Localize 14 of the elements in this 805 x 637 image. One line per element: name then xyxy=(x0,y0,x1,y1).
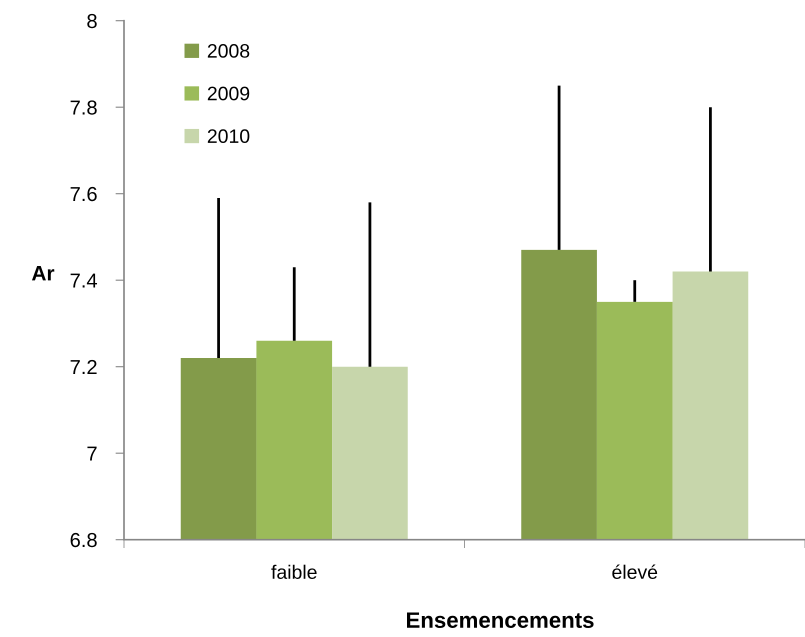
y-tick-label: 7.6 xyxy=(70,186,97,202)
legend-label: 2009 xyxy=(208,86,250,100)
y-tick-label: 7.4 xyxy=(70,274,98,288)
y-tick-label: 6.8 xyxy=(70,532,97,548)
legend-label: 2010 xyxy=(208,129,250,144)
legend-label: 2008 xyxy=(208,44,250,58)
x-tick-label: faible xyxy=(271,564,317,579)
y-axis-title: Ar xyxy=(32,266,54,280)
y-tick-label: 7 xyxy=(87,446,97,460)
y-tick-label: 7.2 xyxy=(70,360,97,374)
y-tick-label: 8 xyxy=(87,14,97,28)
y-tick-label: 7.8 xyxy=(70,100,97,115)
x-tick-label: élevé xyxy=(612,564,658,579)
x-axis-title: Ensemencements xyxy=(407,612,594,628)
